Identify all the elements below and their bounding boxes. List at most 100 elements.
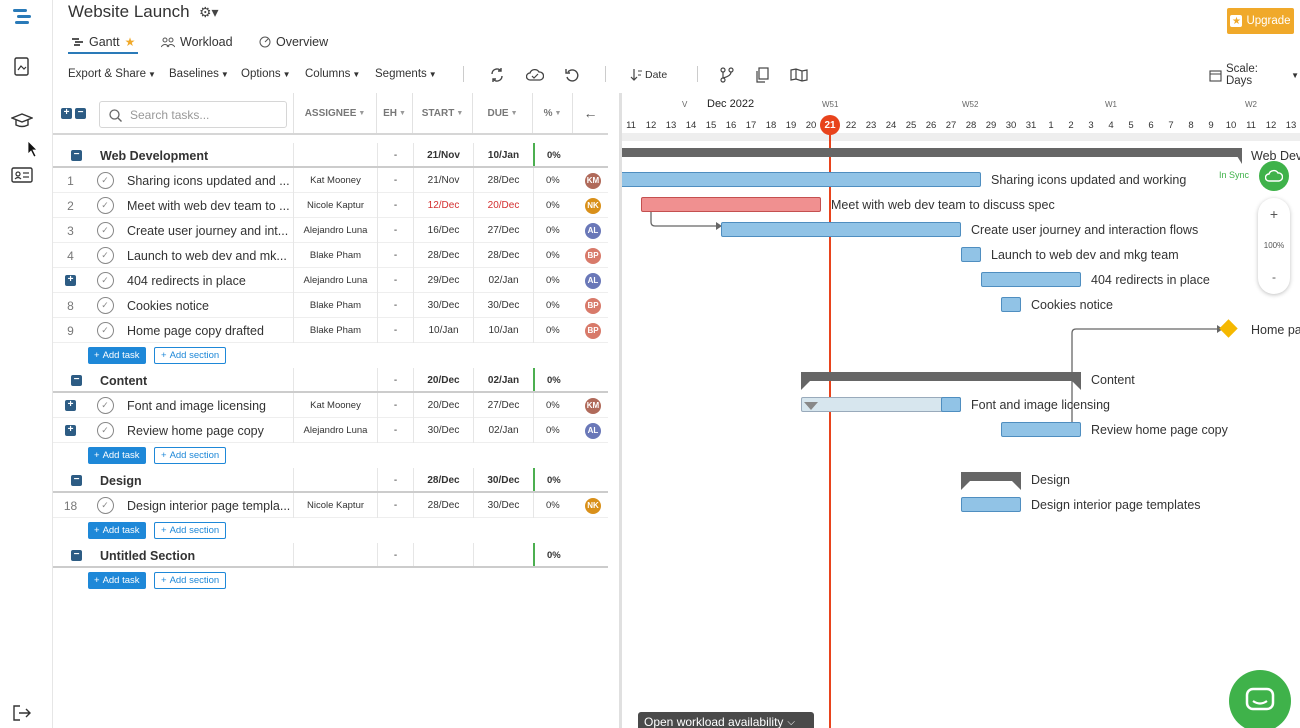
complete-checkbox[interactable]: ✓ <box>95 268 115 293</box>
collapse-grid-arrow-icon[interactable]: ← <box>583 105 598 121</box>
app-logo-icon[interactable] <box>11 6 33 28</box>
section-row[interactable]: − Untitled Section - 0% <box>53 543 608 568</box>
avatar[interactable]: KM <box>573 168 613 193</box>
task-row[interactable]: 2 ✓ Meet with web dev team to ... Nicole Ka… <box>53 193 608 218</box>
task-due[interactable]: 30/Dec <box>473 293 533 318</box>
task-start[interactable]: 30/Dec <box>413 418 473 443</box>
zoom-out-button[interactable]: - <box>1272 270 1276 284</box>
add-section-button[interactable]: + Add section <box>154 572 227 589</box>
add-section-button[interactable]: + Add section <box>154 347 227 364</box>
complete-checkbox[interactable]: ✓ <box>95 393 115 418</box>
task-eh[interactable]: - <box>377 493 413 518</box>
task-due[interactable]: 30/Dec <box>473 493 533 518</box>
expand-task-icon[interactable]: + <box>53 268 88 293</box>
complete-checkbox[interactable]: ✓ <box>95 243 115 268</box>
gear-dropdown-icon[interactable]: ⚙▾ <box>199 4 219 20</box>
section-bar-web-development[interactable] <box>622 148 1242 157</box>
expand-task-icon[interactable]: + <box>53 418 88 443</box>
task-start[interactable]: 10/Jan <box>413 318 473 343</box>
task-name[interactable]: Sharing icons updated and ... <box>127 173 290 188</box>
gantt-bar-task-9[interactable] <box>1001 422 1081 437</box>
gantt-bar-task-10[interactable] <box>961 497 1021 512</box>
task-assignee[interactable]: Nicole Kaptur <box>293 193 377 218</box>
task-pct[interactable]: 0% <box>533 493 573 518</box>
task-assignee[interactable]: Blake Pham <box>293 243 377 268</box>
gantt-bar-task-3[interactable] <box>721 222 961 237</box>
task-row[interactable]: 18 ✓ Design interior page templa... Nicole … <box>53 493 608 518</box>
expand-task-icon[interactable]: + <box>53 393 88 418</box>
task-pct[interactable]: 0% <box>533 193 573 218</box>
task-name[interactable]: Create user journey and int... <box>127 223 289 238</box>
task-due[interactable]: 10/Jan <box>473 318 533 343</box>
task-eh[interactable]: - <box>377 168 413 193</box>
task-eh[interactable]: - <box>377 393 413 418</box>
task-row[interactable]: 9 ✓ Home page copy drafted Blake Pham -10/Ja… <box>53 318 608 343</box>
gantt-bar-task-2[interactable] <box>641 197 821 212</box>
task-start[interactable]: 28/Dec <box>413 493 473 518</box>
collapse-section-icon[interactable]: − <box>71 368 85 393</box>
column-header-pct[interactable]: % ▼ <box>533 93 573 133</box>
complete-checkbox[interactable]: ✓ <box>95 218 115 243</box>
pane-splitter[interactable] <box>619 93 622 728</box>
task-row[interactable]: + ✓ Review home page copy Alejandro Luna -30… <box>53 418 608 443</box>
baselines-menu[interactable]: Baselines ▼ <box>169 68 229 80</box>
task-eh[interactable]: - <box>377 268 413 293</box>
options-menu[interactable]: Options ▼ <box>241 68 291 80</box>
column-header-start[interactable]: START ▼ <box>413 93 473 133</box>
task-name[interactable]: Launch to web dev and mk... <box>127 248 287 263</box>
section-row[interactable]: − Content -20/Dec 02/Jan 0% <box>53 368 608 393</box>
avatar[interactable]: BP <box>573 318 613 343</box>
tab-gantt[interactable]: Gantt ★ <box>72 34 135 50</box>
gantt-bar-task-8[interactable] <box>941 397 961 412</box>
refresh-icon[interactable] <box>487 65 507 85</box>
task-row[interactable]: + ✓ Font and image licensing Kat Mooney -20/… <box>53 393 608 418</box>
task-start[interactable]: 21/Nov <box>413 168 473 193</box>
section-name[interactable]: Content <box>100 373 148 388</box>
columns-menu[interactable]: Columns ▼ <box>305 68 361 80</box>
gantt-bar-task-6[interactable] <box>1001 297 1021 312</box>
task-assignee[interactable]: Alejandro Luna <box>293 218 377 243</box>
task-eh[interactable]: - <box>377 318 413 343</box>
complete-checkbox[interactable]: ✓ <box>95 493 115 518</box>
avatar[interactable]: AL <box>573 418 613 443</box>
task-eh[interactable]: - <box>377 243 413 268</box>
task-due[interactable]: 28/Dec <box>473 168 533 193</box>
column-header-eh[interactable]: EH ▼ <box>377 93 413 133</box>
task-name[interactable]: Design interior page templa... <box>127 498 291 513</box>
task-eh[interactable]: - <box>377 193 413 218</box>
segments-menu[interactable]: Segments ▼ <box>375 68 437 80</box>
task-row[interactable]: 3 ✓ Create user journey and int... Alejandr… <box>53 218 608 243</box>
task-pct[interactable]: 0% <box>533 293 573 318</box>
add-task-button[interactable]: + Add task <box>88 522 146 539</box>
task-start[interactable]: 30/Dec <box>413 293 473 318</box>
search-input[interactable]: Search tasks... <box>99 101 287 128</box>
contact-card-icon[interactable] <box>11 164 33 186</box>
add-section-button[interactable]: + Add section <box>154 522 227 539</box>
task-assignee[interactable]: Nicole Kaptur <box>293 493 377 518</box>
task-eh[interactable]: - <box>377 218 413 243</box>
task-assignee[interactable]: Blake Pham <box>293 318 377 343</box>
upgrade-button[interactable]: ★ Upgrade <box>1227 8 1294 34</box>
task-name[interactable]: Font and image licensing <box>127 398 266 413</box>
task-due[interactable]: 02/Jan <box>473 418 533 443</box>
expand-collapse-all[interactable]: + − <box>61 108 86 119</box>
task-start[interactable]: 20/Dec <box>413 393 473 418</box>
task-pct[interactable]: 0% <box>533 393 573 418</box>
complete-checkbox[interactable]: ✓ <box>95 293 115 318</box>
complete-checkbox[interactable]: ✓ <box>95 193 115 218</box>
task-row[interactable]: 4 ✓ Launch to web dev and mk... Blake Pham -… <box>53 243 608 268</box>
task-assignee[interactable]: Blake Pham <box>293 293 377 318</box>
task-eh[interactable]: - <box>377 418 413 443</box>
task-row[interactable]: + ✓ 404 redirects in place Alejandro Luna -2… <box>53 268 608 293</box>
column-header-assignee[interactable]: ASSIGNEE ▼ <box>293 93 377 133</box>
chat-support-icon[interactable] <box>1229 670 1291 728</box>
add-task-button[interactable]: + Add task <box>88 347 146 364</box>
add-task-button[interactable]: + Add task <box>88 572 146 589</box>
zoom-in-button[interactable]: + <box>1269 206 1279 222</box>
task-eh[interactable]: - <box>377 293 413 318</box>
scale-selector[interactable]: Scale: Days ▼ <box>1209 63 1299 87</box>
avatar[interactable]: BP <box>573 293 613 318</box>
sync-cloud-icon[interactable] <box>1259 161 1289 191</box>
gantt-bar-task-4[interactable] <box>961 247 981 262</box>
add-section-button[interactable]: + Add section <box>154 447 227 464</box>
